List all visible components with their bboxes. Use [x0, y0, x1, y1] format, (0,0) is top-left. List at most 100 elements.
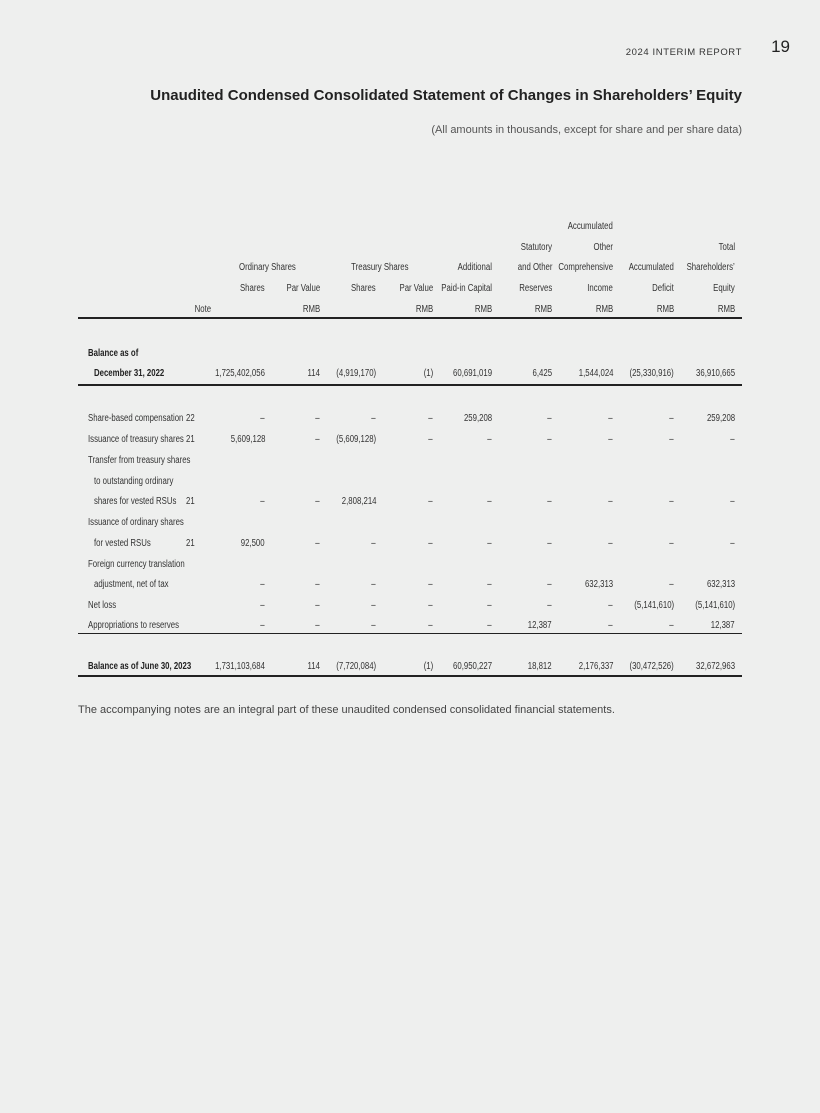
table-cell: –	[487, 620, 492, 631]
column-header: Statutory	[520, 242, 552, 253]
table-cell: –	[260, 579, 265, 590]
page-number: 19	[771, 37, 790, 56]
table-cell: –	[315, 579, 320, 590]
table-rule	[78, 633, 742, 634]
table-cell: 114	[307, 661, 320, 672]
table-cell: –	[260, 413, 265, 424]
row-label: Issuance of ordinary shares	[88, 517, 184, 528]
table-cell: –	[730, 434, 735, 445]
column-header: Total	[718, 242, 735, 253]
row-label: Appropriations to reserves	[88, 620, 180, 631]
column-header: Income	[587, 283, 613, 294]
table-cell: –	[371, 413, 376, 424]
group-header-treasury-shares: Treasury Shares	[351, 262, 409, 273]
table-cell: 632,313	[584, 579, 613, 590]
table-cell: –	[608, 434, 613, 445]
table-cell: –	[547, 413, 552, 424]
table-cell: –	[428, 579, 433, 590]
table-cell: –	[428, 496, 433, 507]
table-cell: –	[260, 620, 265, 631]
column-header: Paid-in Capital	[441, 283, 492, 294]
table-cell: –	[730, 496, 735, 507]
row-label: Share-based compensation	[88, 413, 184, 424]
column-header: Shareholders’	[686, 262, 735, 273]
table-cell: 259,208	[706, 413, 735, 424]
table-cell: 12,387	[711, 620, 735, 631]
table-cell: –	[669, 579, 674, 590]
table-rule	[78, 384, 742, 386]
column-header: Par Value	[399, 283, 433, 294]
table-cell: (1)	[423, 661, 433, 672]
column-header: Equity	[713, 283, 735, 294]
row-label: Balance as of June 30, 2023	[88, 661, 192, 672]
row-label: adjustment, net of tax	[94, 579, 169, 590]
table-cell: (1)	[423, 368, 433, 379]
row-label: to outstanding ordinary	[94, 476, 174, 487]
column-header: RMB	[534, 304, 552, 315]
row-label: Foreign currency translation	[88, 559, 185, 570]
note-ref: 22	[186, 413, 195, 424]
note-ref: 21	[186, 496, 195, 507]
column-header: Shares	[351, 283, 376, 294]
column-header: Accumulated	[567, 221, 613, 232]
column-header: RMB	[595, 304, 613, 315]
table-cell: –	[428, 434, 433, 445]
table-rule	[78, 675, 742, 677]
column-header: Comprehensive	[558, 262, 613, 273]
note-ref: 21	[186, 538, 195, 549]
row-label: December 31, 2022	[94, 368, 165, 379]
column-header: RMB	[302, 304, 320, 315]
table-cell: –	[669, 620, 674, 631]
table-cell: (30,472,526)	[629, 661, 674, 672]
table-cell: –	[547, 496, 552, 507]
table-cell: –	[547, 600, 552, 611]
table-cell: 1,544,024	[578, 368, 613, 379]
table-cell: –	[547, 434, 552, 445]
table-cell: –	[608, 538, 613, 549]
table-cell: –	[730, 538, 735, 549]
column-header: Deficit	[652, 283, 674, 294]
table-cell: (5,609,128)	[336, 434, 376, 445]
column-header: Note	[194, 304, 211, 315]
table-cell: –	[371, 600, 376, 611]
table-cell: 259,208	[463, 413, 492, 424]
table-cell: 12,387	[528, 620, 552, 631]
table-cell: –	[608, 496, 613, 507]
table-cell: –	[487, 538, 492, 549]
table-cell: 60,691,019	[452, 368, 492, 379]
table-cell: 32,672,963	[695, 661, 735, 672]
table-cell: (5,141,610)	[634, 600, 674, 611]
note-ref: 21	[186, 434, 195, 445]
table-cell: –	[371, 579, 376, 590]
table-cell: –	[428, 600, 433, 611]
table-cell: –	[608, 620, 613, 631]
table-cell: –	[371, 538, 376, 549]
table-cell: 92,500	[241, 538, 265, 549]
footer-note: The accompanying notes are an integral p…	[78, 704, 615, 716]
table-cell: 18,812	[528, 661, 552, 672]
column-header: Shares	[240, 283, 265, 294]
table-cell: –	[487, 496, 492, 507]
table-cell: –	[669, 434, 674, 445]
row-label: Transfer from treasury shares	[88, 455, 191, 466]
table-cell: –	[608, 600, 613, 611]
table-cell: –	[315, 434, 320, 445]
table-cell: –	[315, 496, 320, 507]
column-header: RMB	[656, 304, 674, 315]
table-cell: 6,425	[532, 368, 552, 379]
table-cell: –	[428, 413, 433, 424]
row-label: Balance as of	[88, 348, 139, 359]
table-cell: –	[371, 620, 376, 631]
page-title: Unaudited Condensed Consolidated Stateme…	[150, 87, 742, 104]
table-cell: 1,731,103,684	[215, 661, 265, 672]
table-cell: –	[547, 579, 552, 590]
table-cell: –	[669, 413, 674, 424]
table-rule	[78, 317, 742, 319]
table-cell: –	[487, 434, 492, 445]
column-header: and Other	[517, 262, 552, 273]
table-cell: (5,141,610)	[695, 600, 735, 611]
table-cell: –	[315, 538, 320, 549]
column-header: Accumulated	[628, 262, 674, 273]
table-cell: 2,176,337	[578, 661, 613, 672]
table-cell: –	[487, 600, 492, 611]
